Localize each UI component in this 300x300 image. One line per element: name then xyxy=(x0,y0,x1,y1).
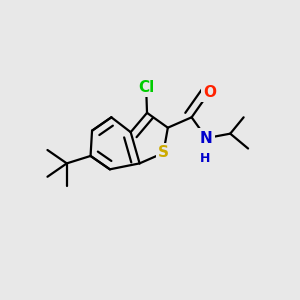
Text: H: H xyxy=(200,152,210,165)
Text: Cl: Cl xyxy=(138,80,154,95)
Text: N: N xyxy=(200,130,213,146)
Text: O: O xyxy=(203,85,216,100)
Text: S: S xyxy=(158,146,169,160)
